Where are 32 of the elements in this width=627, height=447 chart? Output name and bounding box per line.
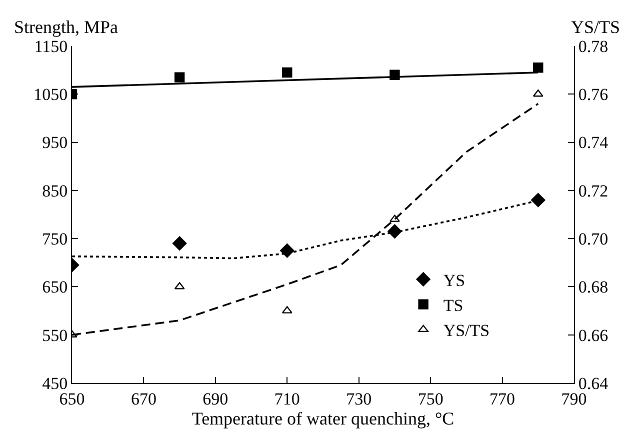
x-tick-label: 710 [274, 389, 300, 408]
y-axis-title: Strength, MPa [14, 17, 118, 37]
y-tick-label: 1050 [34, 85, 68, 104]
y-tick-label: 950 [42, 133, 68, 152]
x-tick-label: 670 [130, 389, 156, 408]
y-tick-label: 850 [42, 181, 68, 200]
point [174, 72, 185, 82]
legend-label: YS/TS [443, 321, 490, 340]
point [531, 192, 546, 208]
x-tick-label: 750 [418, 389, 444, 408]
y2-tick-label: 0.78 [578, 36, 608, 56]
point [172, 236, 187, 250]
point [282, 67, 292, 78]
y-tick-label: 1150 [34, 36, 68, 56]
y2-tick-label: 0.70 [578, 230, 608, 249]
y2-tick-label: 0.76 [578, 85, 608, 104]
y2-tick-label: 0.72 [578, 181, 608, 200]
x-tick-label: 770 [490, 389, 516, 408]
y2-tick-label: 0.66 [578, 326, 608, 345]
point [533, 62, 544, 73]
x-tick-label: 690 [202, 389, 228, 408]
y2-axis-title: YS/TS [571, 17, 620, 37]
point [280, 244, 294, 258]
y-tick-label: 550 [42, 326, 68, 345]
y2-tick-label: 0.68 [578, 278, 608, 297]
x-axis-title: Temperature of water quenching, °C [192, 408, 454, 428]
legend-label: TS [443, 296, 464, 315]
legend-label: YS [443, 270, 466, 290]
y-tick-label: 750 [42, 230, 68, 249]
y-tick-label: 650 [42, 278, 68, 297]
x-tick-label: 730 [346, 389, 372, 408]
y2-tick-label: 0.74 [578, 133, 609, 152]
